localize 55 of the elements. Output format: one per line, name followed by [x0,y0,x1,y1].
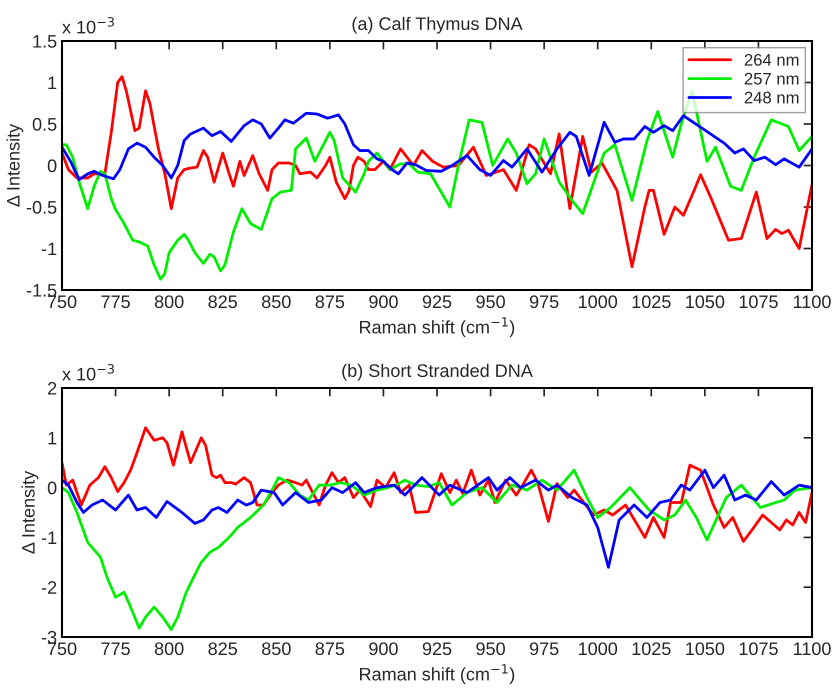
x-tick-label: 1000 [579,295,618,308]
x-tick-label: 900 [369,642,398,656]
x-tick-label: 900 [369,295,398,308]
x-tick-label: 1100 [794,642,831,656]
y-tick-label: 1 [48,76,56,90]
y-tick-label: -1 [42,532,56,544]
x-tick-label: 1075 [740,642,778,656]
x-tick-label: 775 [101,642,130,656]
y-tick-label: -1 [42,242,56,256]
x-tick-label: 975 [530,642,558,656]
legend-label: 264 nm [744,54,798,66]
x-tick-label: 800 [154,642,184,656]
y-axis-title: Δ Intensity [21,470,38,554]
y-axis-title: Δ Intensity [6,124,24,207]
x-axis-title: Raman shift (cm$^{−1}$) [360,317,514,338]
y-tick-label: 0.5 [32,118,56,131]
x-tick-label: 825 [208,642,238,656]
x-tick-label: 825 [208,295,238,308]
chart-title: (a) Calf Thymus DNA [352,16,523,34]
y-tick-label: 2 [48,382,56,395]
chart-title: (b) Short Stranded DNA [342,364,533,381]
line-series [62,468,812,569]
y-tick-label: 0 [48,159,56,172]
x-tick-label: 1100 [794,295,831,308]
y-tick-label: 1.5 [33,35,56,48]
line-series [62,468,812,631]
x-tick-label: 750 [48,642,76,656]
x-tick-label: 950 [476,295,505,308]
line-series [62,112,812,181]
x-tick-label: 1050 [686,642,724,656]
x-tick-label: 850 [262,642,291,656]
x-tick-label: 975 [530,295,558,308]
x-tick-label: 850 [262,295,291,308]
legend-label: 257 nm [744,72,798,85]
x-tick-label: 950 [476,642,505,656]
x-tick-label: 800 [154,295,184,308]
text: x 10$^{−3}$ [62,364,114,381]
x-tick-label: 1025 [632,642,671,656]
x-tick-label: 775 [101,296,130,308]
x-tick-label: 875 [316,642,344,656]
y-tick-label: 0 [48,482,56,494]
y-tick-label: 1 [48,432,56,444]
x-tick-label: 925 [422,642,452,656]
legend-label: 248 nm [744,92,798,104]
x-tick-label: 1000 [579,642,618,656]
x-tick-label: 875 [316,295,344,308]
y-tick-label: -2 [42,581,56,594]
y-tick-label: -0.5 [26,200,56,214]
x-tick-label: 925 [422,295,452,308]
text: x 10$^{−3}$ [62,17,114,34]
x-tick-label: 1075 [740,295,778,308]
x-tick-label: 1050 [686,295,724,308]
x-tick-label: 1025 [632,295,671,308]
x-tick-label: 750 [48,295,76,308]
x-axis-title: Raman shift (cm$^{−1}$) [360,664,514,684]
